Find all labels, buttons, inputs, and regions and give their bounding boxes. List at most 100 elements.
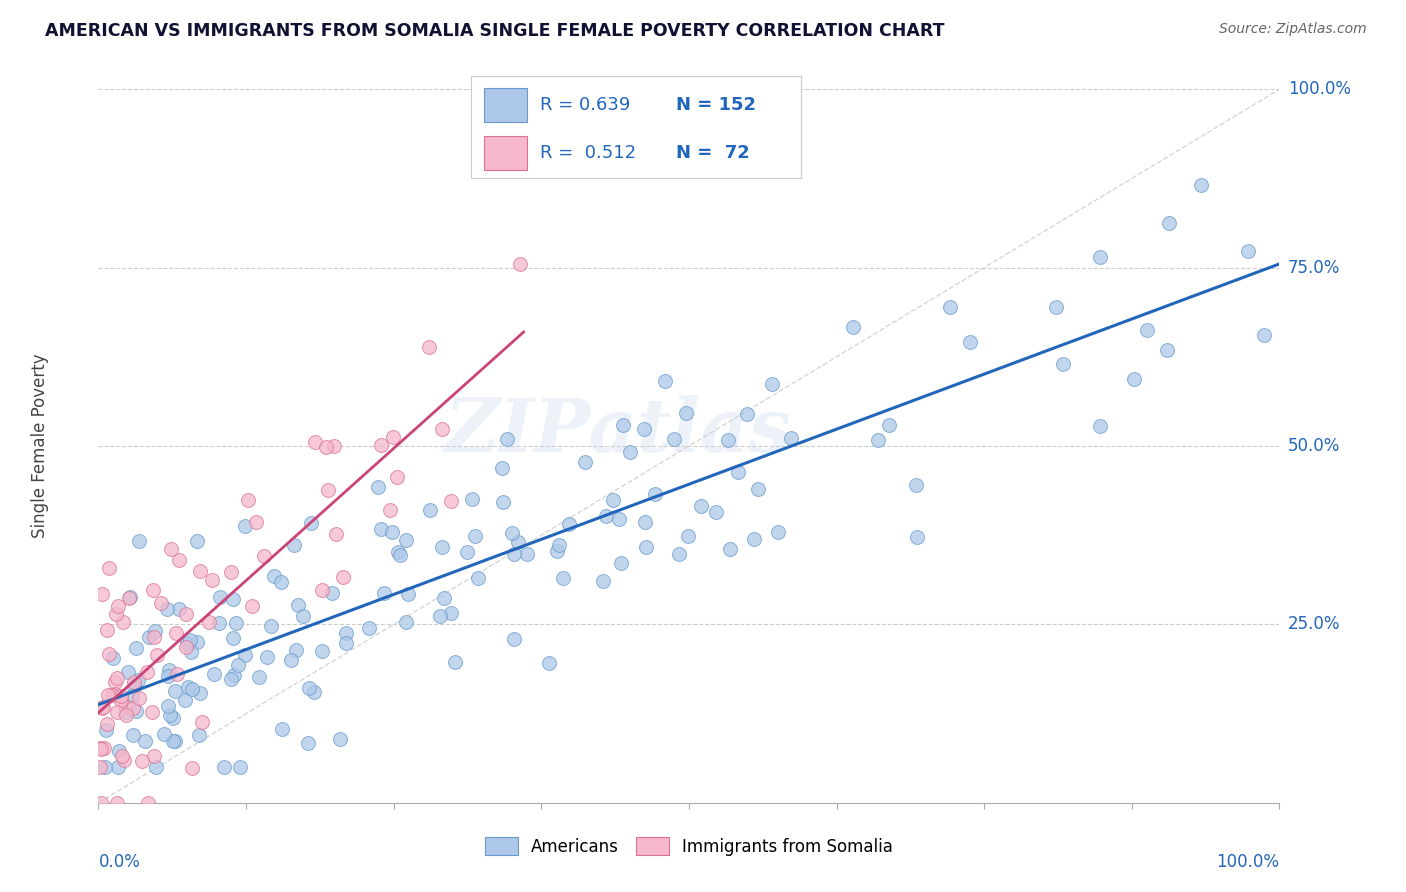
Point (675, 406, 697, 420)
Point (145, 760, 167, 774)
Point (219, 565, 242, 579)
Point (90, 796, 112, 810)
Point (841, 319, 863, 334)
Point (388, 549, 411, 563)
Point (202, 667, 225, 681)
Point (112, 753, 135, 767)
Point (152, 727, 174, 741)
Point (104, 607, 127, 622)
Point (256, 649, 278, 664)
Point (98, 647, 121, 661)
Point (111, 615, 134, 630)
Point (311, 644, 333, 658)
Point (574, 454, 596, 468)
Point (496, 432, 519, 446)
Text: 75.0%: 75.0% (1288, 259, 1340, 277)
Point (612, 418, 634, 433)
Point (122, 680, 145, 694)
Point (316, 483, 339, 498)
Point (1191, 178, 1213, 192)
Point (180, 645, 202, 659)
Point (378, 503, 401, 517)
Point (174, 640, 197, 655)
Point (654, 374, 676, 388)
Point (110, 693, 132, 707)
Point (558, 516, 581, 531)
Point (236, 492, 259, 507)
Point (97, 689, 120, 703)
Point (212, 760, 235, 774)
Point (201, 573, 224, 587)
Point (101, 688, 124, 702)
Point (727, 465, 749, 479)
Point (939, 300, 962, 314)
Point (240, 599, 263, 613)
Point (96, 717, 118, 731)
Point (142, 630, 165, 644)
Point (245, 516, 267, 530)
Point (419, 503, 441, 517)
Point (335, 626, 357, 640)
Point (219, 672, 242, 686)
Point (145, 648, 167, 662)
Point (747, 482, 769, 496)
Point (516, 547, 538, 561)
Point (160, 542, 183, 557)
Point (609, 512, 631, 526)
Point (509, 257, 531, 271)
Point (280, 652, 302, 666)
Point (430, 422, 453, 436)
Point (284, 642, 307, 657)
Point (121, 689, 143, 703)
Point (122, 701, 145, 715)
Point (197, 615, 219, 629)
Point (173, 693, 195, 707)
Point (396, 587, 419, 601)
Point (959, 334, 981, 349)
Text: N =  72: N = 72 (676, 144, 749, 161)
Point (440, 493, 463, 508)
Point (501, 526, 523, 541)
Point (315, 441, 337, 455)
Point (595, 508, 617, 523)
Point (228, 760, 250, 774)
Point (1157, 216, 1180, 230)
Point (1253, 328, 1275, 343)
Point (180, 761, 202, 775)
Point (165, 733, 187, 747)
Point (283, 537, 305, 551)
Point (97, 561, 120, 575)
Point (461, 491, 484, 506)
Point (592, 574, 614, 589)
Point (105, 796, 128, 810)
Point (905, 530, 928, 544)
Point (332, 570, 354, 584)
Point (766, 525, 789, 540)
Point (90, 701, 112, 715)
Point (664, 432, 686, 446)
Point (609, 556, 631, 570)
Point (163, 683, 186, 698)
Point (619, 445, 641, 459)
Point (187, 728, 209, 742)
Point (142, 582, 165, 597)
Text: 25.0%: 25.0% (1288, 615, 1340, 633)
Point (122, 728, 145, 742)
Point (91, 700, 114, 714)
Point (506, 535, 529, 549)
Point (115, 705, 138, 719)
Point (298, 681, 321, 695)
Point (127, 673, 149, 687)
Point (1156, 343, 1178, 357)
Point (90, 742, 112, 756)
Point (125, 704, 148, 718)
Point (105, 706, 128, 720)
Point (222, 632, 245, 646)
Point (1136, 323, 1159, 337)
Point (181, 681, 204, 696)
Point (467, 571, 489, 585)
Point (690, 499, 713, 513)
Point (311, 583, 333, 598)
Point (165, 625, 187, 640)
Legend: Americans, Immigrants from Somalia: Americans, Immigrants from Somalia (478, 830, 900, 863)
